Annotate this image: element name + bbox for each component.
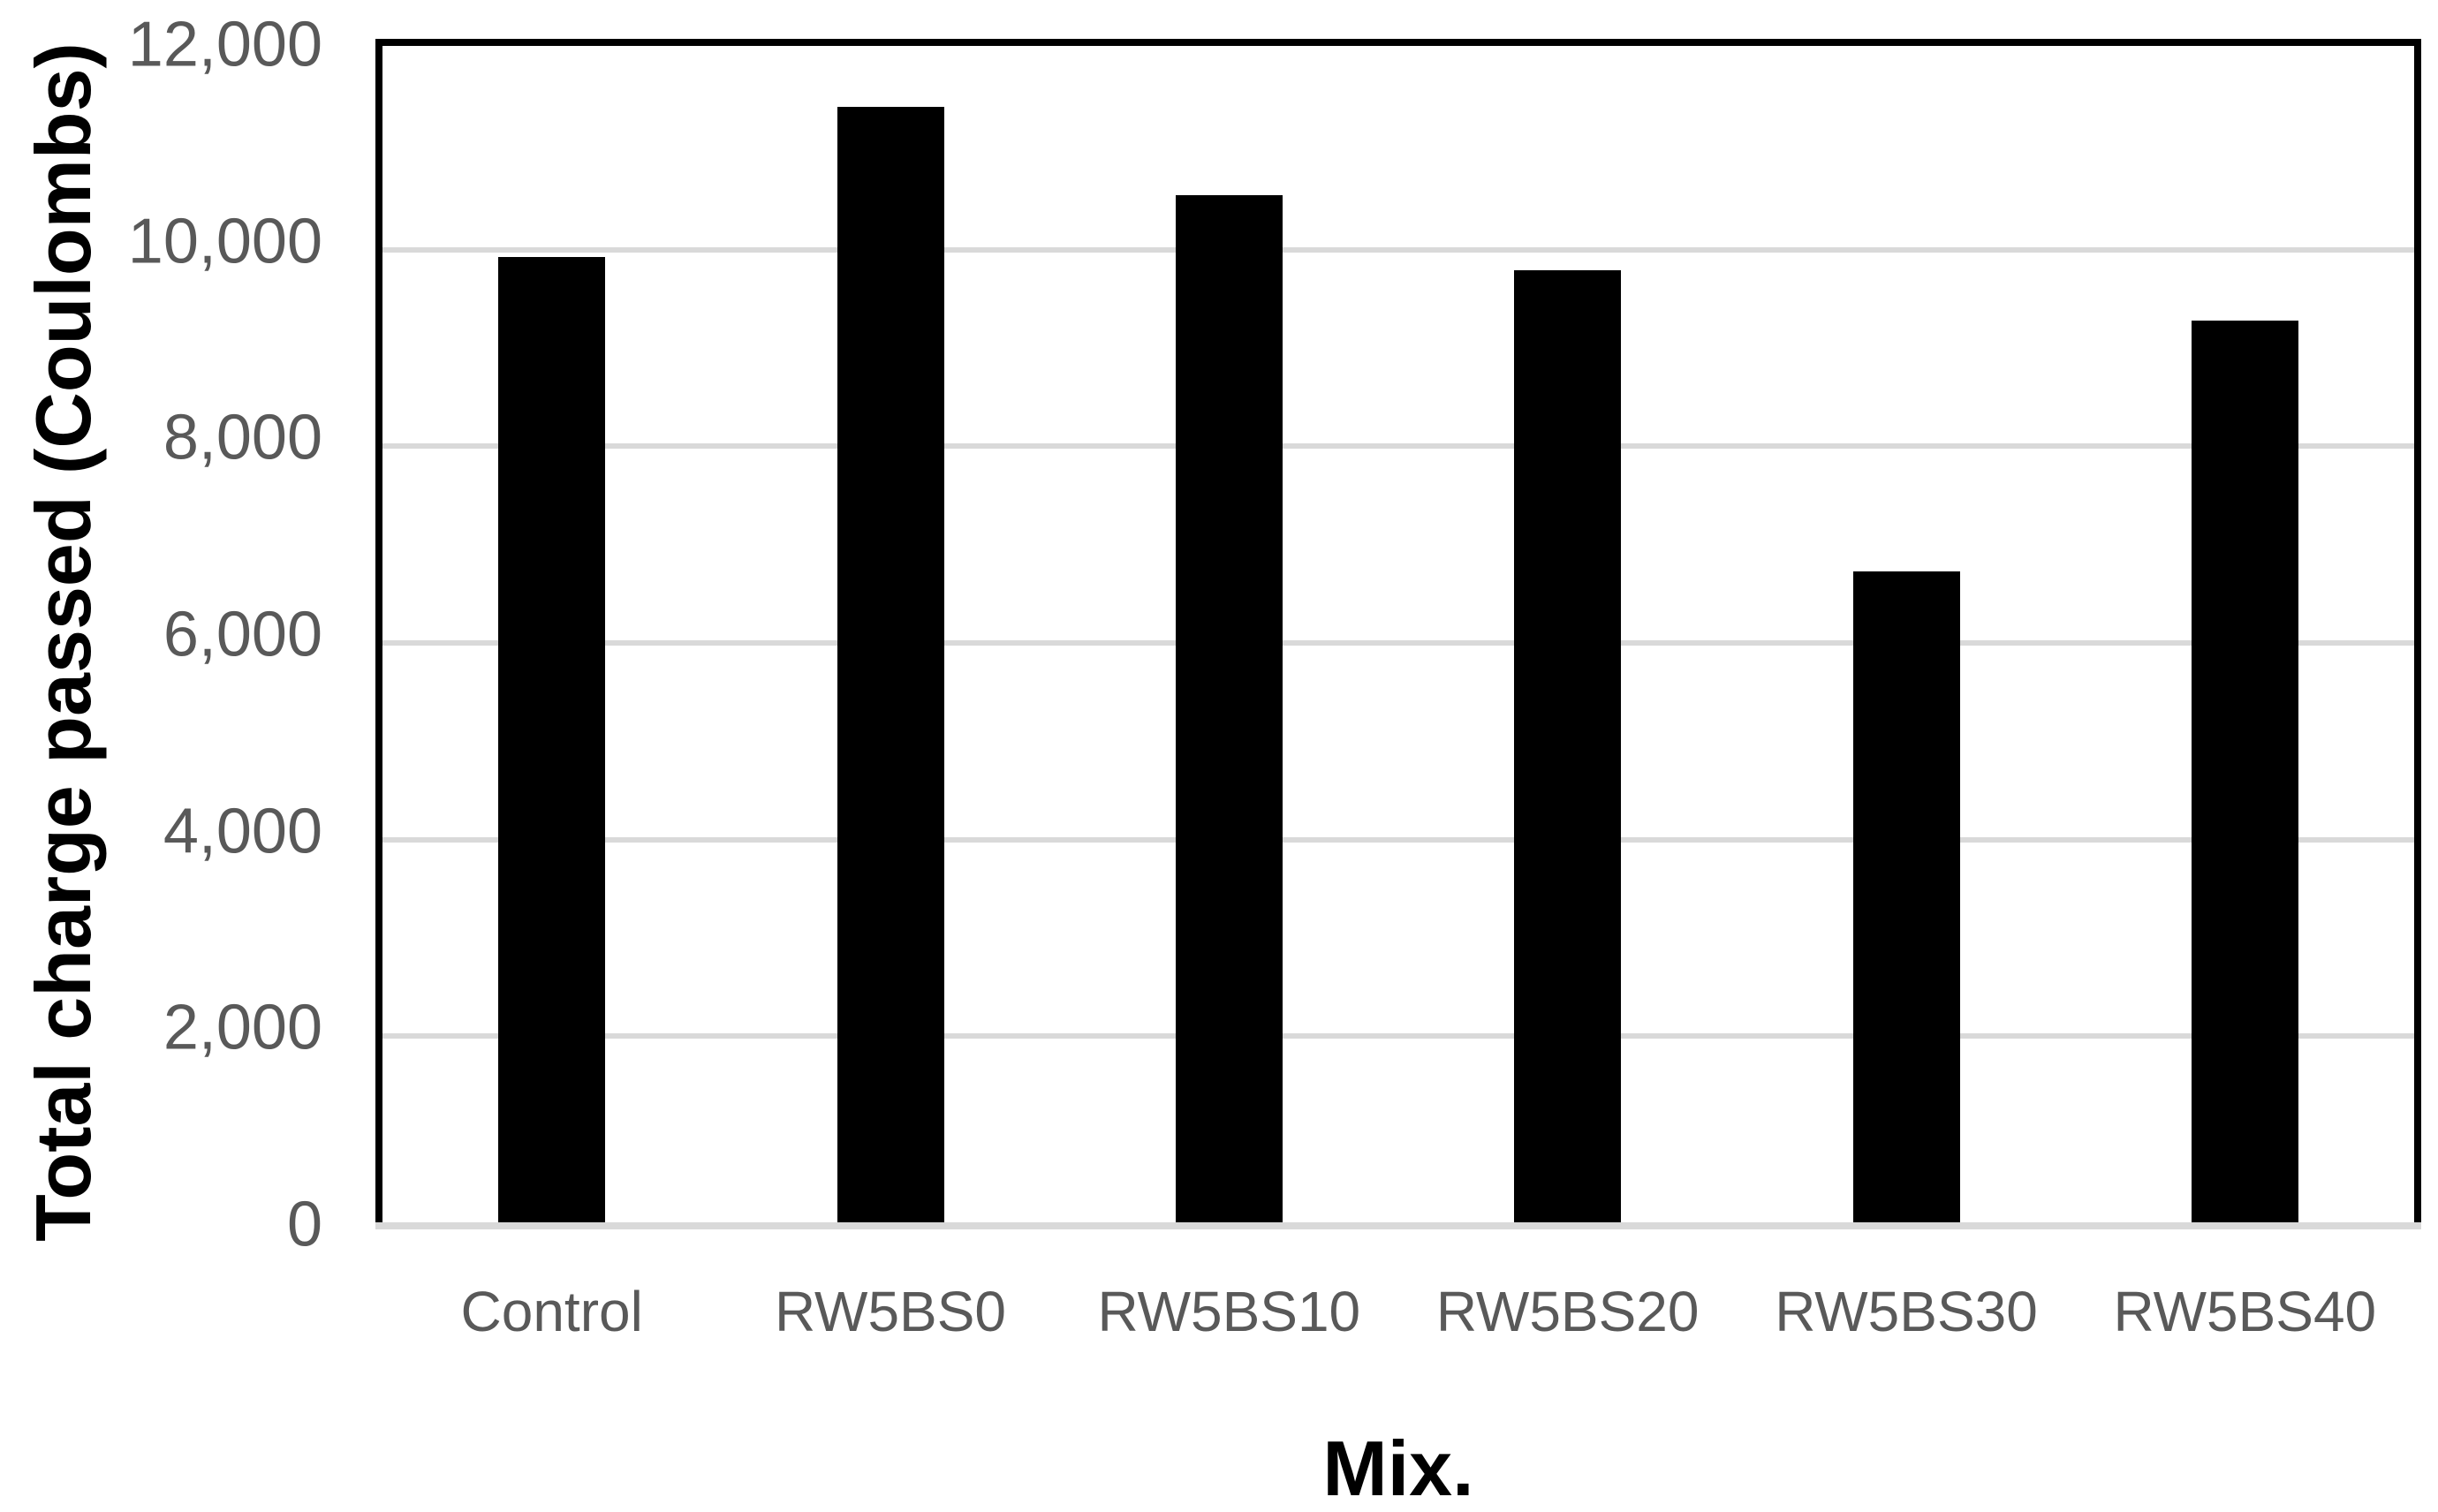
gridline-10,000 bbox=[382, 246, 2414, 253]
gridline-2,000 bbox=[382, 1033, 2414, 1040]
y-tick-label-8,000: 8,000 bbox=[163, 402, 322, 473]
x-axis-line bbox=[375, 1222, 2421, 1229]
y-tick-label-12,000: 12,000 bbox=[127, 9, 322, 80]
bar-RW5BS20 bbox=[1514, 269, 1622, 1226]
x-category-label-Control: Control bbox=[460, 1280, 643, 1343]
x-category-label-RW5BS0: RW5BS0 bbox=[774, 1280, 1007, 1343]
y-tick-label-6,000: 6,000 bbox=[163, 599, 322, 670]
y-tick-label-0: 0 bbox=[286, 1189, 322, 1260]
x-axis-title: Mix. bbox=[1322, 1425, 1474, 1512]
y-tick-label-10,000: 10,000 bbox=[127, 206, 322, 277]
bar-Control bbox=[498, 257, 606, 1226]
gridline-6,000 bbox=[382, 640, 2414, 646]
bar-RW5BS40 bbox=[2191, 320, 2298, 1226]
plot-area bbox=[375, 39, 2421, 1226]
x-category-label-RW5BS40: RW5BS40 bbox=[2113, 1280, 2377, 1343]
gridline-4,000 bbox=[382, 836, 2414, 843]
x-category-label-RW5BS20: RW5BS20 bbox=[1435, 1280, 1700, 1343]
gridline-8,000 bbox=[382, 443, 2414, 450]
y-tick-label-4,000: 4,000 bbox=[163, 796, 322, 867]
bar-RW5BS0 bbox=[837, 107, 944, 1226]
bar-RW5BS10 bbox=[1175, 195, 1283, 1226]
x-category-label-RW5BS30: RW5BS30 bbox=[1775, 1280, 2038, 1343]
x-category-label-RW5BS10: RW5BS10 bbox=[1097, 1280, 1361, 1343]
bar-RW5BS30 bbox=[1852, 571, 1960, 1226]
y-tick-label-2,000: 2,000 bbox=[163, 992, 322, 1063]
